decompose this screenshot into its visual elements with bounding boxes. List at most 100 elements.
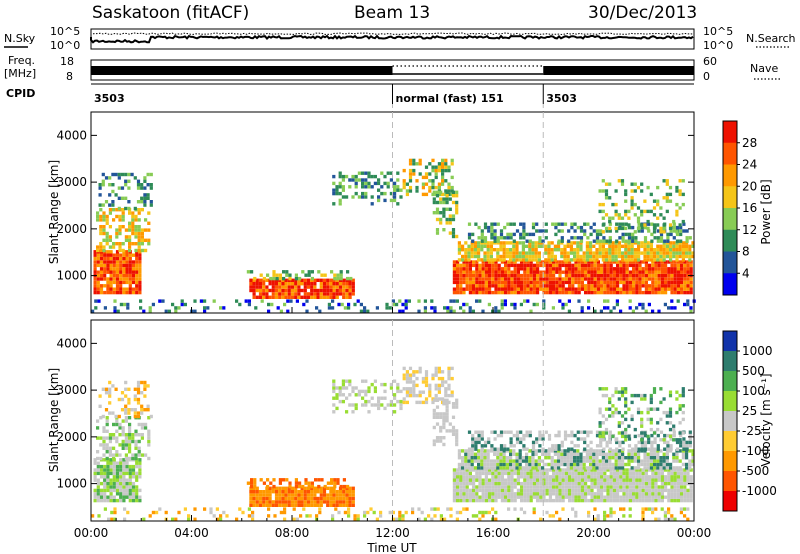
range-gate-cell xyxy=(499,229,504,233)
range-gate-cell xyxy=(432,190,436,194)
range-gate-cell xyxy=(672,241,676,245)
range-gate-cell xyxy=(367,181,371,186)
range-gate-cell xyxy=(672,244,676,248)
range-gate-cell xyxy=(603,263,607,268)
range-gate-cell xyxy=(504,498,508,503)
range-gate-cell xyxy=(119,284,123,288)
range-gate-cell xyxy=(657,478,661,482)
range-gate-cell xyxy=(614,456,618,460)
range-gate-cell xyxy=(579,466,583,470)
range-gate-cell xyxy=(596,475,600,479)
range-gate-cell xyxy=(503,299,507,303)
range-gate-cell xyxy=(667,492,671,496)
range-gate-cell xyxy=(673,471,677,476)
range-gate-cell xyxy=(584,287,588,291)
range-gate-cell xyxy=(496,447,500,451)
range-gate-cell xyxy=(131,263,136,268)
range-gate-cell xyxy=(672,438,676,442)
range-gate-cell xyxy=(675,254,679,259)
range-gate-cell xyxy=(532,277,536,281)
range-gate-cell xyxy=(638,302,642,307)
range-gate-cell xyxy=(603,290,607,295)
range-gate-cell xyxy=(475,270,479,274)
range-gate-cell xyxy=(146,183,150,187)
range-gate-cell xyxy=(278,500,282,504)
range-gate-cell xyxy=(568,488,572,493)
range-gate-cell xyxy=(383,406,387,411)
range-gate-cell xyxy=(475,495,479,499)
range-gate-cell xyxy=(109,461,113,465)
range-gate-cell xyxy=(265,503,269,507)
range-gate-cell xyxy=(332,202,336,206)
range-gate-cell xyxy=(624,222,628,226)
range-gate-cell xyxy=(297,496,301,501)
range-gate-cell xyxy=(266,478,270,482)
range-gate-cell xyxy=(651,280,655,285)
range-gate-cell xyxy=(456,270,460,274)
range-gate-cell xyxy=(598,407,602,411)
range-gate-cell xyxy=(367,171,371,175)
range-gate-cell xyxy=(500,273,504,278)
range-gate-cell xyxy=(625,263,629,268)
range-gate-cell xyxy=(555,280,559,285)
range-gate-cell xyxy=(113,517,117,521)
range-gate-cell xyxy=(532,510,536,515)
range-gate-cell xyxy=(539,492,543,496)
range-gate-cell xyxy=(637,254,641,259)
range-gate-cell xyxy=(424,165,429,169)
range-gate-cell xyxy=(657,284,661,288)
range-gate-cell xyxy=(617,424,621,428)
range-gate-cell xyxy=(605,462,609,467)
range-gate-cell xyxy=(119,461,123,465)
range-gate-cell xyxy=(557,244,561,248)
range-gate-cell xyxy=(193,299,197,303)
range-gate-cell xyxy=(609,284,613,288)
range-gate-cell xyxy=(101,414,105,419)
range-gate-cell xyxy=(109,498,113,503)
range-gate-cell xyxy=(550,258,554,262)
range-gate-cell xyxy=(641,284,645,288)
range-gate-cell xyxy=(513,273,517,278)
range-gate-cell xyxy=(686,270,690,274)
range-gate-cell xyxy=(612,284,616,288)
range-gate-cell xyxy=(249,278,253,282)
range-gate-cell xyxy=(128,270,132,274)
range-gate-cell xyxy=(313,278,317,282)
range-gate-cell xyxy=(532,270,536,274)
range-gate-cell xyxy=(112,464,116,469)
range-gate-cell xyxy=(398,514,402,518)
range-gate-cell xyxy=(432,211,436,215)
range-gate-cell xyxy=(265,500,269,504)
range-gate-cell xyxy=(475,267,479,271)
range-gate-cell xyxy=(574,481,578,486)
range-gate-cell xyxy=(554,222,558,226)
range-gate-cell xyxy=(480,258,484,262)
range-gate-cell xyxy=(435,200,440,205)
range-gate-cell xyxy=(686,471,690,476)
range-gate-cell xyxy=(278,478,282,482)
range-gate-cell xyxy=(161,299,165,303)
range-gate-cell xyxy=(459,280,463,285)
range-gate-cell xyxy=(627,452,631,456)
range-gate-cell xyxy=(614,254,618,259)
range-gate-cell xyxy=(347,514,351,518)
range-gate-cell xyxy=(564,468,568,472)
range-gate-cell xyxy=(494,284,498,288)
range-gate-cell xyxy=(93,270,97,274)
range-gate-cell xyxy=(383,174,387,179)
range-gate-cell xyxy=(473,452,477,456)
range-gate-cell xyxy=(598,410,602,415)
range-gate-cell xyxy=(601,216,605,220)
range-gate-cell xyxy=(635,277,639,281)
range-gate-cell xyxy=(448,217,452,222)
range-gate-cell xyxy=(510,287,514,291)
range-gate-cell xyxy=(477,236,481,240)
range-gate-cell xyxy=(612,510,616,515)
range-gate-cell xyxy=(649,192,653,197)
range-gate-cell xyxy=(515,459,519,463)
range-gate-cell xyxy=(516,290,520,295)
range-gate-cell xyxy=(119,458,123,462)
range-gate-cell xyxy=(541,437,545,441)
range-gate-cell xyxy=(656,462,660,467)
range-gate-cell xyxy=(97,514,101,518)
